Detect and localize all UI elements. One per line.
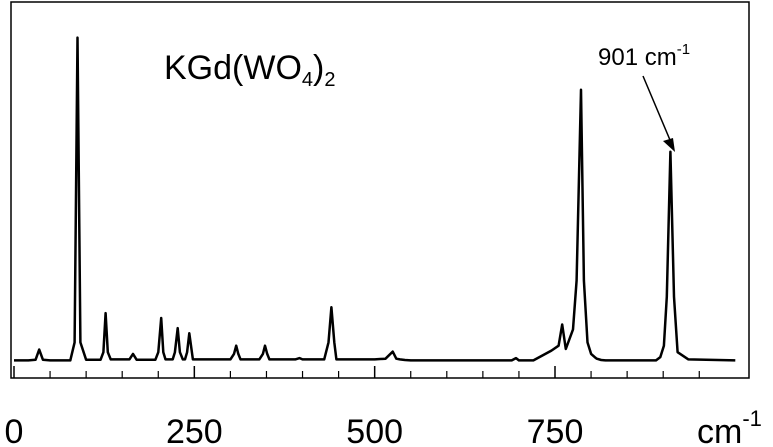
peak-annotation-sup: -1 bbox=[677, 41, 690, 58]
x-tick-label: 250 bbox=[166, 413, 223, 447]
spectrum-line bbox=[14, 36, 736, 362]
x-tick-label: 500 bbox=[346, 413, 403, 447]
x-axis-unit-base: cm bbox=[697, 413, 742, 447]
chart-title-base: KGd(WO bbox=[164, 49, 302, 87]
x-axis-unit-label: cm-1 bbox=[697, 406, 762, 447]
x-axis-tick-labels: 0 250 500 750 bbox=[5, 413, 584, 447]
chart-title: KGd(WO4)2 bbox=[164, 49, 335, 91]
x-tick-label: 0 bbox=[5, 413, 24, 447]
peak-annotation-arrow bbox=[642, 75, 671, 141]
chart-title-sub1: 4 bbox=[302, 69, 313, 91]
plot-frame bbox=[10, 1, 750, 379]
x-axis-ticks bbox=[13, 366, 700, 378]
chart-title-close: ) bbox=[313, 49, 324, 87]
peak-annotation-base: 901 cm bbox=[598, 44, 677, 71]
x-axis-unit-sup: -1 bbox=[742, 406, 762, 431]
peak-annotation-arrowhead bbox=[663, 138, 675, 152]
chart-title-sub2: 2 bbox=[324, 69, 335, 91]
peak-annotation-label: 901 cm-1 bbox=[598, 41, 690, 71]
x-tick-label: 750 bbox=[527, 413, 584, 447]
